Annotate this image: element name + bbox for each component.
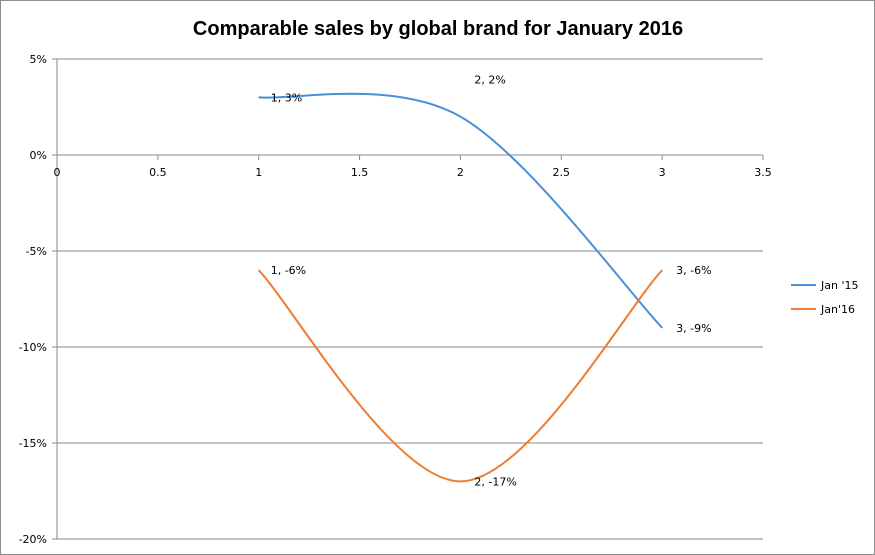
y-tick-label: 5%: [30, 53, 47, 66]
x-tick-label: 2: [457, 166, 464, 179]
x-tick-label: 3: [659, 166, 666, 179]
y-tick-label: -5%: [26, 245, 47, 258]
x-tick-label: 2.5: [553, 166, 571, 179]
data-label: 3, -6%: [676, 264, 711, 277]
data-point: [258, 269, 260, 271]
gridlines: [57, 58, 763, 540]
x-tick-label: 0: [54, 166, 61, 179]
legend: Jan '15 Jan'16: [791, 279, 858, 316]
x-tick-label: 0.5: [149, 166, 167, 179]
chart-title: Comparable sales by global brand for Jan…: [193, 18, 683, 40]
series-lines: [257, 92, 663, 483]
x-tick-label: 1.5: [351, 166, 369, 179]
y-axis-ticks: 5% 0% -5% -10% -15% -20%: [19, 53, 57, 546]
y-tick-label: -10%: [19, 341, 47, 354]
series-line-2: [257, 269, 663, 483]
data-point: [459, 116, 461, 118]
x-tick-label: 3.5: [754, 166, 772, 179]
x-tick-label: 1: [255, 166, 262, 179]
series-line-1: [258, 92, 663, 329]
data-labels: 1, 3% 2, 2% 3, -9% 1, -6% 2, -17% 3, -6%: [271, 74, 712, 489]
x-axis-ticks: 0 0.5 1 1.5 2 2.5 3 3.5: [54, 155, 772, 179]
data-label: 2, 2%: [474, 74, 505, 87]
data-point: [459, 480, 461, 482]
data-label: 3, -9%: [676, 322, 711, 335]
data-label: 1, 3%: [271, 91, 302, 104]
data-point: [661, 269, 663, 271]
y-tick-label: -20%: [19, 533, 47, 546]
data-label: 2, -17%: [474, 475, 516, 488]
axes: [56, 59, 763, 539]
data-point: [661, 327, 663, 329]
legend-label: Jan '15: [820, 279, 858, 292]
legend-label: Jan'16: [820, 303, 855, 316]
data-point: [258, 96, 260, 98]
y-tick-label: 0%: [30, 149, 47, 162]
data-label: 1, -6%: [271, 264, 306, 277]
y-tick-label: -15%: [19, 437, 47, 450]
